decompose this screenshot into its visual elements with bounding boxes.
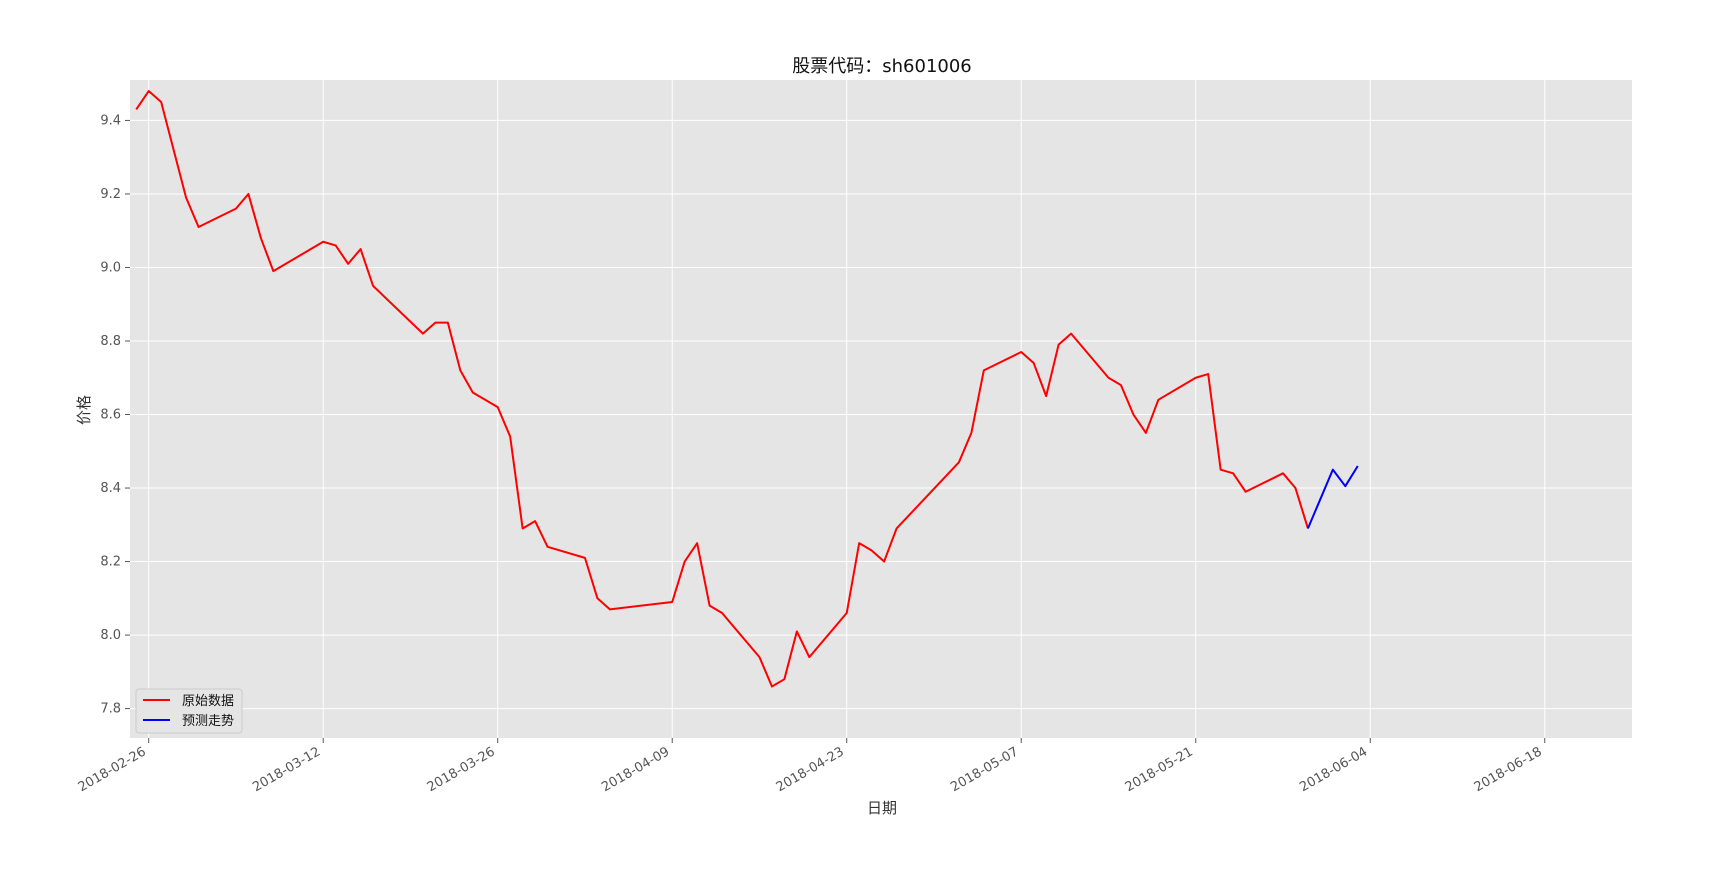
y-tick-label: 9.2 [100,187,121,202]
y-axis-ticks: 7.8 8.0 8.2 8.4 8.6 8.8 9.0 9.2 9.4 [100,113,130,717]
chart-title: 股票代码：sh601006 [792,56,972,77]
x-tick-label: 2018-04-23 [774,744,847,795]
series-line-original [135,90,1309,688]
y-tick-label: 8.6 [100,408,121,423]
series-lines [135,90,1359,688]
y-tick-label: 8.4 [100,481,121,496]
x-tick-label: 2018-04-09 [599,744,672,795]
x-tick-label: 2018-03-12 [250,744,323,795]
legend-label-forecast: 预测走势 [182,713,234,729]
y-tick-label: 8.2 [100,555,121,570]
x-tick-label: 2018-02-26 [76,744,149,795]
y-tick-label: 9.0 [100,260,121,275]
legend-label-original: 原始数据 [182,694,234,709]
y-tick-label: 7.8 [100,702,121,717]
y-tick-label: 8.0 [100,628,121,643]
x-tick-label: 2018-05-21 [1123,744,1196,795]
x-axis-ticks: 2018-02-26 2018-03-12 2018-03-26 2018-04-09… [76,738,1546,795]
x-tick-label: 2018-06-18 [1472,744,1545,795]
x-axis-label: 日期 [867,799,897,817]
x-tick-label: 2018-05-07 [948,744,1021,795]
legend: 原始数据 预测走势 [135,688,243,734]
x-tick-label: 2018-06-04 [1297,744,1370,795]
y-tick-label: 8.8 [100,334,121,349]
series-line-forecast [1306,465,1359,529]
plot-area [130,80,1632,738]
y-axis-label: 价格 [75,395,93,425]
y-tick-label: 9.4 [100,113,121,128]
x-tick-label: 2018-03-26 [425,744,498,795]
grid [130,80,1632,738]
